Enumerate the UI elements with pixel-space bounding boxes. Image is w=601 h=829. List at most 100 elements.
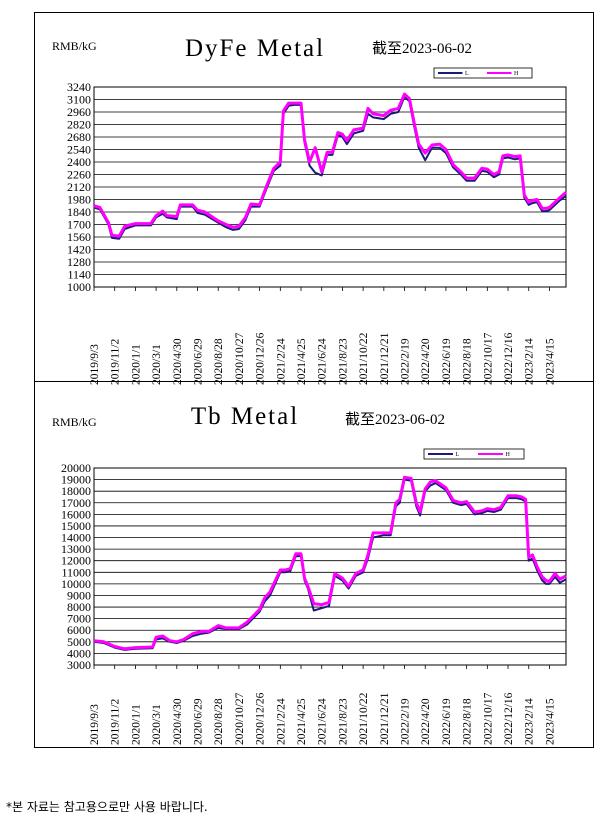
chart2-x-tick-label: 2020/3/1 [151, 704, 163, 745]
chart1-x-tick-label: 2023/4/15 [544, 338, 556, 385]
chart2-x-tick-label: 2021/12/21 [379, 692, 391, 745]
chart1-y-tick-label: 3100 [67, 93, 91, 107]
chart1-x-tick-label: 2020/1/1 [130, 344, 142, 385]
chart1-y-tick-label: 1420 [67, 243, 91, 257]
chart1-x-tick-label: 2021/6/24 [317, 338, 329, 385]
chart1-x-tick-label: 2020/6/29 [193, 338, 205, 385]
chart2-x-tick-label: 2022/10/17 [482, 692, 494, 745]
chart2-y-tick-label: 14000 [61, 531, 91, 545]
chart2-y-tick-label: 20000 [61, 461, 91, 475]
chart1-x-tick-label: 2020/12/26 [255, 332, 267, 385]
chart1-x-tick-label: 2021/12/21 [379, 332, 391, 385]
chart1-y-tick-label: 1560 [67, 230, 91, 244]
chart1-x-tick-label: 2022/2/19 [400, 338, 412, 385]
chart1-legend-box [433, 67, 533, 79]
chart2-unit-label: RMB/kG [52, 415, 97, 429]
chart2-plot-area [93, 467, 567, 666]
chart1-y-tick-label: 1280 [67, 255, 91, 269]
footnote: *본 자료는 참고용으로만 사용 바랍니다. [6, 800, 208, 814]
chart2-x-tick-label: 2022/6/19 [441, 698, 453, 745]
chart1-y-tick-label: 1000 [67, 280, 91, 294]
chart2-x-tick-label: 2021/10/22 [358, 692, 370, 745]
chart2-x-tick-label: 2022/2/19 [400, 698, 412, 745]
chart1-x-tick-label: 2022/4/20 [420, 338, 432, 385]
chart2-y-tick-label: 15000 [61, 519, 91, 533]
chart2-series-L-line [93, 478, 567, 651]
chart1-y-tick-label: 2120 [67, 180, 91, 194]
chart1-x-tick-label: 2022/12/16 [503, 332, 515, 385]
panel-divider [34, 381, 594, 382]
chart2-x-tick-label: 2020/10/27 [234, 692, 246, 745]
chart2-y-tick-label: 19000 [61, 473, 91, 487]
chart1-legend-label-H: H [514, 71, 519, 77]
chart2-y-tick-label: 9000 [67, 588, 91, 602]
chart1-y-tick-label: 2400 [67, 155, 91, 169]
chart1-y-tick-label: 3240 [67, 80, 91, 94]
chart2-y-tick-label: 12000 [61, 554, 91, 568]
chart2-x-tick-label: 2020/1/1 [130, 704, 142, 745]
chart1-legend-label-L: L [465, 71, 469, 77]
chart2-x-tick-label: 2021/4/25 [296, 698, 308, 745]
chart2-x-tick-label: 2023/2/14 [524, 698, 536, 745]
chart2-y-tick-label: 6000 [67, 623, 91, 637]
chart2-y-tick-label: 8000 [67, 600, 91, 614]
chart2-x-tick-label: 2022/4/20 [420, 698, 432, 745]
chart2-legend-label-L: L [456, 452, 460, 458]
chart2-y-tick-label: 13000 [61, 542, 91, 556]
chart1-x-tick-label: 2022/6/19 [441, 338, 453, 385]
chart2-x-tick-label: 2019/11/2 [110, 699, 122, 745]
chart2-x-tick-label: 2022/12/16 [503, 692, 515, 745]
chart2-x-tick-label: 2023/4/15 [544, 698, 556, 745]
chart2-y-tick-label: 10000 [61, 577, 91, 591]
chart1-x-tick-label: 2021/8/23 [337, 338, 349, 385]
chart1-y-tick-label: 1980 [67, 193, 91, 207]
figure-frame [34, 12, 594, 748]
chart2-y-tick-label: 3000 [67, 658, 91, 672]
chart2-x-tick-label: 2020/8/28 [213, 698, 225, 745]
chart2-x-tick-label: 2021/6/24 [317, 698, 329, 745]
chart2-legend-label-H: H [506, 452, 511, 458]
chart1-x-tick-label: 2019/9/3 [89, 344, 101, 385]
chart1-x-tick-label: 2023/2/14 [524, 338, 536, 385]
chart1-x-tick-label: 2020/10/27 [234, 332, 246, 385]
chart2-y-tick-label: 5000 [67, 635, 91, 649]
chart2-series-H-line [93, 475, 567, 651]
chart1-y-tick-label: 1140 [67, 268, 91, 282]
chart1-x-tick-label: 2020/3/1 [151, 344, 163, 385]
chart2-legend-box [423, 448, 525, 460]
chart2-y-tick-label: 4000 [67, 646, 91, 660]
chart1-x-tick-label: 2021/10/22 [358, 332, 370, 385]
chart1-y-tick-label: 2540 [67, 143, 91, 157]
chart1-unit-label: RMB/kG [52, 39, 97, 53]
chart2-y-tick-label: 17000 [61, 496, 91, 510]
chart1-x-tick-label: 2019/11/2 [110, 339, 122, 385]
chart1-title: DyFe Metal [185, 35, 325, 62]
chart1-x-tick-label: 2020/8/28 [213, 338, 225, 385]
chart1-y-tick-label: 2680 [67, 130, 91, 144]
chart2-title: Tb Metal [191, 403, 299, 430]
chart1-y-tick-label: 2820 [67, 118, 91, 132]
chart2-x-tick-label: 2022/8/18 [462, 698, 474, 745]
chart1-x-tick-label: 2022/10/17 [482, 332, 494, 385]
chart2-x-tick-label: 2021/2/24 [275, 698, 287, 745]
chart2-as-of-date: 截至2023-06-02 [345, 411, 445, 428]
chart1-x-tick-label: 2021/2/24 [275, 338, 287, 385]
chart2-x-tick-label: 2020/12/26 [255, 692, 267, 745]
chart1-y-tick-label: 1700 [67, 218, 91, 232]
chart1-series-L-line [93, 95, 567, 240]
chart1-x-tick-label: 2020/4/30 [172, 338, 184, 385]
chart1-as-of-date: 截至2023-06-02 [372, 40, 472, 57]
chart1-y-tick-label: 2960 [67, 105, 91, 119]
chart2-y-tick-label: 16000 [61, 507, 91, 521]
chart2-x-tick-label: 2021/8/23 [337, 698, 349, 745]
chart2-y-tick-label: 18000 [61, 484, 91, 498]
chart2-x-tick-label: 2020/6/29 [193, 698, 205, 745]
chart1-x-tick-label: 2022/8/18 [462, 338, 474, 385]
chart1-x-tick-label: 2021/4/25 [296, 338, 308, 385]
chart2-x-tick-label: 2020/4/30 [172, 698, 184, 745]
chart1-y-tick-label: 1840 [67, 205, 91, 219]
chart1-y-tick-label: 2260 [67, 168, 91, 182]
chart2-x-tick-label: 2019/9/3 [89, 704, 101, 745]
chart2-y-tick-label: 7000 [67, 612, 91, 626]
